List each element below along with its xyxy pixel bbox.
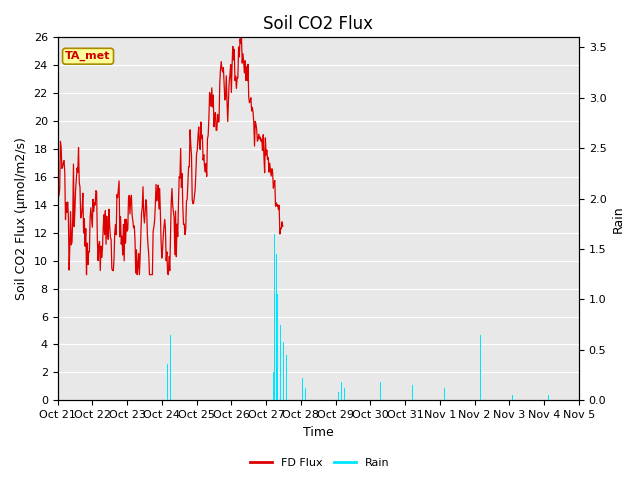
Y-axis label: Rain: Rain — [612, 205, 625, 233]
Y-axis label: Soil CO2 Flux (μmol/m2/s): Soil CO2 Flux (μmol/m2/s) — [15, 137, 28, 300]
X-axis label: Time: Time — [303, 426, 333, 439]
Text: TA_met: TA_met — [65, 51, 111, 61]
Title: Soil CO2 Flux: Soil CO2 Flux — [263, 15, 373, 33]
Legend: FD Flux, Rain: FD Flux, Rain — [246, 453, 394, 472]
